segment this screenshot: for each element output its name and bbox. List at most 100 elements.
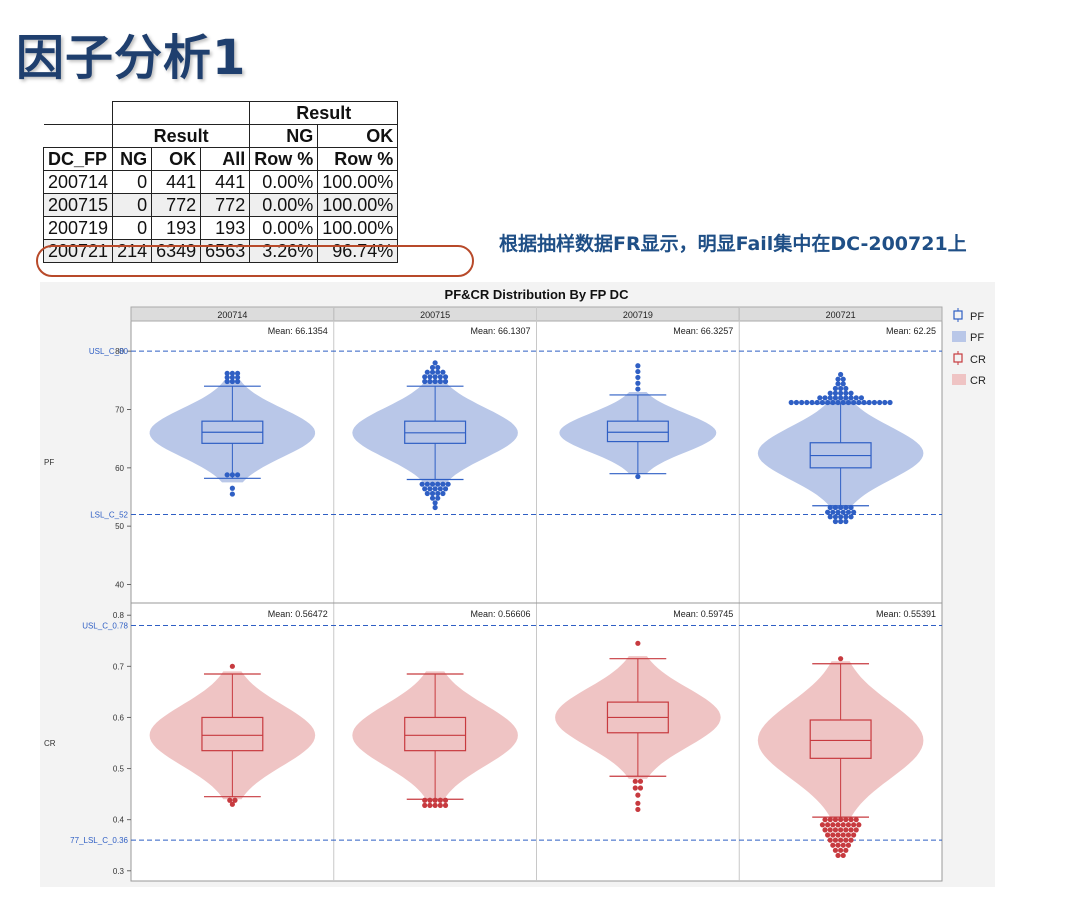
violin-shape [757, 397, 924, 509]
chart-area: PF&CR Distribution By FP DC 200714 200715 2… [40, 282, 995, 892]
mean-label: Mean: 66.3257 [673, 326, 733, 336]
table-column-header: DC_FP [42, 147, 114, 171]
table-header-row-2: Result NG OK [43, 124, 399, 148]
outlier-point [232, 797, 238, 803]
outlier-point [851, 822, 857, 828]
outlier-point [830, 399, 836, 406]
outlier-point [848, 390, 854, 396]
outlier-point [234, 378, 241, 385]
outlier-point [234, 472, 241, 478]
outlier-point [422, 802, 428, 808]
outlier-point [853, 395, 859, 401]
outlier-point [435, 495, 441, 501]
outlier-point [422, 374, 428, 380]
outlier-point [224, 374, 230, 381]
outlier-point [424, 481, 430, 487]
outlier-point [845, 842, 852, 848]
outlier-point [632, 778, 638, 784]
outlier-point [838, 847, 844, 853]
outlier-point [822, 817, 828, 823]
outlier-point [848, 395, 854, 401]
outlier-point [835, 842, 841, 848]
outlier-point [432, 486, 438, 492]
y-tick-label: 0.8 [113, 611, 125, 620]
spec-label: LSL_C_52 [90, 511, 128, 520]
outlier-point [819, 399, 826, 406]
outlier-point [832, 837, 839, 843]
outlier-point [234, 374, 241, 381]
outlier-point [799, 399, 805, 406]
outlier-point [432, 374, 438, 380]
table-cell: 193 [151, 216, 202, 240]
outlier-point [830, 832, 836, 838]
outlier-point [858, 395, 865, 401]
outlier-point [435, 490, 441, 497]
outlier-point [832, 827, 839, 833]
y-tick-label: 0.4 [113, 816, 125, 825]
outlier-point [822, 827, 828, 833]
outlier-point [635, 473, 641, 480]
outlier-point [429, 490, 436, 497]
outlier-point [840, 381, 846, 387]
outlier-point [827, 395, 833, 401]
box [201, 716, 264, 752]
outlier-point [838, 817, 844, 823]
outlier-point [835, 852, 841, 859]
table-header-row-1: Result [43, 101, 399, 125]
outlier-point [432, 504, 438, 511]
legend-swatch [952, 331, 966, 342]
outlier-point [830, 822, 836, 828]
outlier-point [843, 385, 849, 392]
outlier-point [832, 390, 839, 396]
outlier-point [840, 842, 846, 848]
outlier-point [229, 491, 235, 497]
table-cell: 0 [112, 193, 153, 217]
table-header-result: Result [112, 124, 251, 148]
outlier-point [861, 399, 867, 406]
y-tick-label: 50 [115, 522, 124, 531]
violin-shape [559, 392, 717, 474]
summary-table: Result Result NG OK DC_FP NG OK All Row … [42, 101, 399, 263]
outlier-point [440, 490, 446, 497]
outlier-point [229, 370, 235, 376]
outlier-point [635, 363, 641, 369]
outlier-point [442, 797, 449, 803]
table-blank-header [112, 101, 251, 125]
legend-label: CR [970, 375, 986, 387]
legend-label: PF [970, 311, 984, 323]
outlier-point [848, 827, 854, 833]
outlier-point [856, 399, 862, 406]
y-tick-label: 60 [115, 464, 124, 473]
panel-label: CR [44, 739, 56, 748]
y-tick-label: 0.7 [113, 662, 125, 671]
y-tick-label: 0.3 [113, 867, 125, 876]
outlier-point [804, 399, 810, 406]
y-tick-label: 0.5 [113, 765, 125, 774]
outlier-point [437, 797, 443, 803]
outlier-point [838, 656, 844, 662]
table-cell: 772 [151, 193, 202, 217]
spec-label: USL_C_0.78 [82, 621, 128, 630]
table-cell: 200714 [42, 170, 114, 194]
box [606, 420, 669, 443]
table-cell: 200715 [42, 193, 114, 217]
outlier-point [422, 486, 428, 492]
outlier-point [822, 395, 828, 401]
table-cell: 441 [151, 170, 202, 194]
category-label: 200719 [623, 310, 653, 320]
outlier-point [848, 817, 854, 823]
annotation-text: 根据抽样数据FR显示，明显Fail集中在DC-200721上 [499, 233, 967, 255]
outlier-point [835, 399, 841, 406]
outlier-point [838, 395, 844, 401]
outlier-point [809, 399, 815, 406]
outlier-point [832, 518, 839, 525]
table-cell: 200719 [42, 216, 114, 240]
outlier-point [422, 797, 428, 803]
outlier-point [835, 509, 841, 515]
outlier-point [432, 500, 438, 506]
table-cell: 441 [200, 170, 251, 194]
outlier-point [437, 374, 443, 380]
outlier-point [843, 390, 849, 396]
outlier-point [832, 385, 839, 392]
outlier-point [229, 374, 235, 381]
